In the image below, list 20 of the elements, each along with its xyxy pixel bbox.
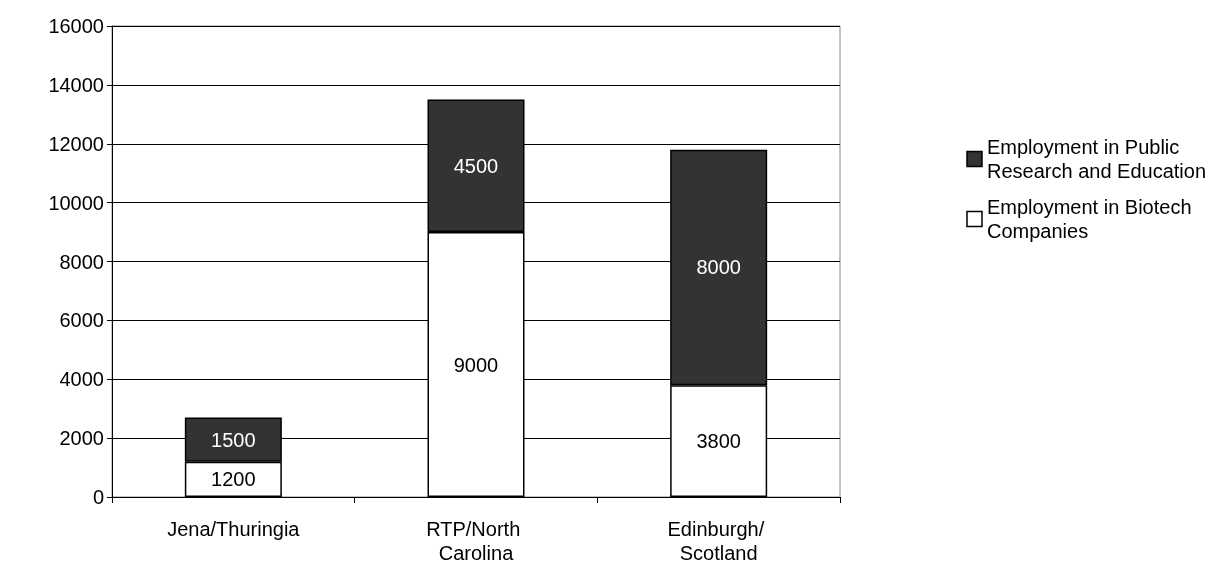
legend-label: Employment in Public Research and Education bbox=[987, 136, 1207, 182]
y-tick-label: 10000 bbox=[48, 191, 104, 214]
y-tick-label: 2000 bbox=[59, 427, 104, 450]
y-tick-label: 14000 bbox=[48, 73, 104, 96]
data-label: 1200 bbox=[211, 468, 256, 491]
y-tick-label: 0 bbox=[92, 486, 104, 508]
y-tick-label: 6000 bbox=[59, 309, 104, 332]
data-label: 1500 bbox=[211, 428, 256, 451]
legend-label: Employment in Biotech Companies bbox=[987, 196, 1198, 242]
x-tick-label: RTP/North Carolina bbox=[426, 518, 526, 564]
y-tick-label: 16000 bbox=[48, 15, 104, 37]
y-tick-label: 12000 bbox=[48, 132, 104, 155]
data-label: 3800 bbox=[696, 430, 741, 453]
x-tick-label: Jena/Thuringia bbox=[167, 518, 301, 540]
y-tick-label: 8000 bbox=[59, 250, 104, 273]
data-label: 4500 bbox=[453, 154, 499, 177]
data-label: 9000 bbox=[453, 353, 499, 376]
data-label: 8000 bbox=[696, 256, 741, 279]
y-tick-label: 4000 bbox=[59, 368, 104, 391]
x-tick-label: Edinburgh/ Scotland bbox=[667, 518, 770, 564]
